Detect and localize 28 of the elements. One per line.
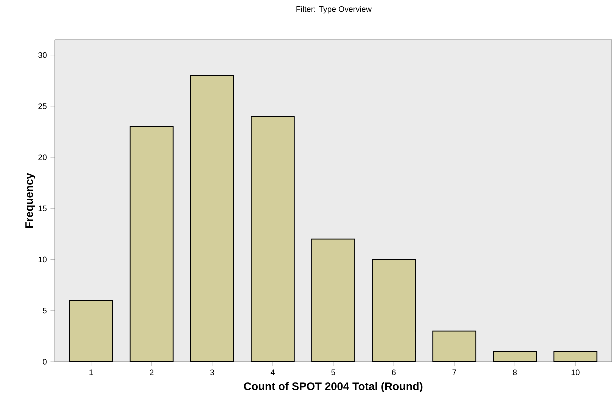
y-tick-label: 5: [43, 308, 47, 314]
x-tick-label: 7: [452, 370, 456, 376]
x-tick-label: 2: [150, 370, 154, 376]
bar: [70, 300, 113, 362]
y-tick-label: 0: [43, 359, 47, 365]
x-tick-label: 4: [270, 370, 275, 376]
y-tick-label: 20: [38, 154, 47, 160]
x-tick-label: 8: [513, 370, 517, 376]
bar: [130, 126, 174, 362]
x-tick-label: 6: [392, 370, 396, 376]
x-tick-label: 1: [90, 370, 94, 376]
bar: [554, 351, 598, 362]
x-axis-title: Count of SPOT 2004 Total (Round): [244, 382, 423, 393]
y-tick-label: 30: [38, 52, 47, 58]
bar: [312, 239, 355, 362]
x-tick-label: 10: [572, 370, 580, 376]
x-tick-label: 5: [332, 370, 336, 376]
bar: [494, 352, 537, 362]
chart-title: Filter: Type Overview: [296, 6, 372, 14]
y-tick-label: 15: [38, 206, 47, 212]
bar: [372, 260, 416, 362]
y-tick-label: 25: [38, 104, 47, 110]
x-tick-label: 3: [210, 370, 214, 376]
bar: [433, 331, 476, 362]
y-axis-title: Frequency: [26, 173, 36, 228]
y-tick-label: 10: [38, 256, 47, 263]
bar: [251, 116, 294, 362]
bar: [190, 76, 234, 362]
